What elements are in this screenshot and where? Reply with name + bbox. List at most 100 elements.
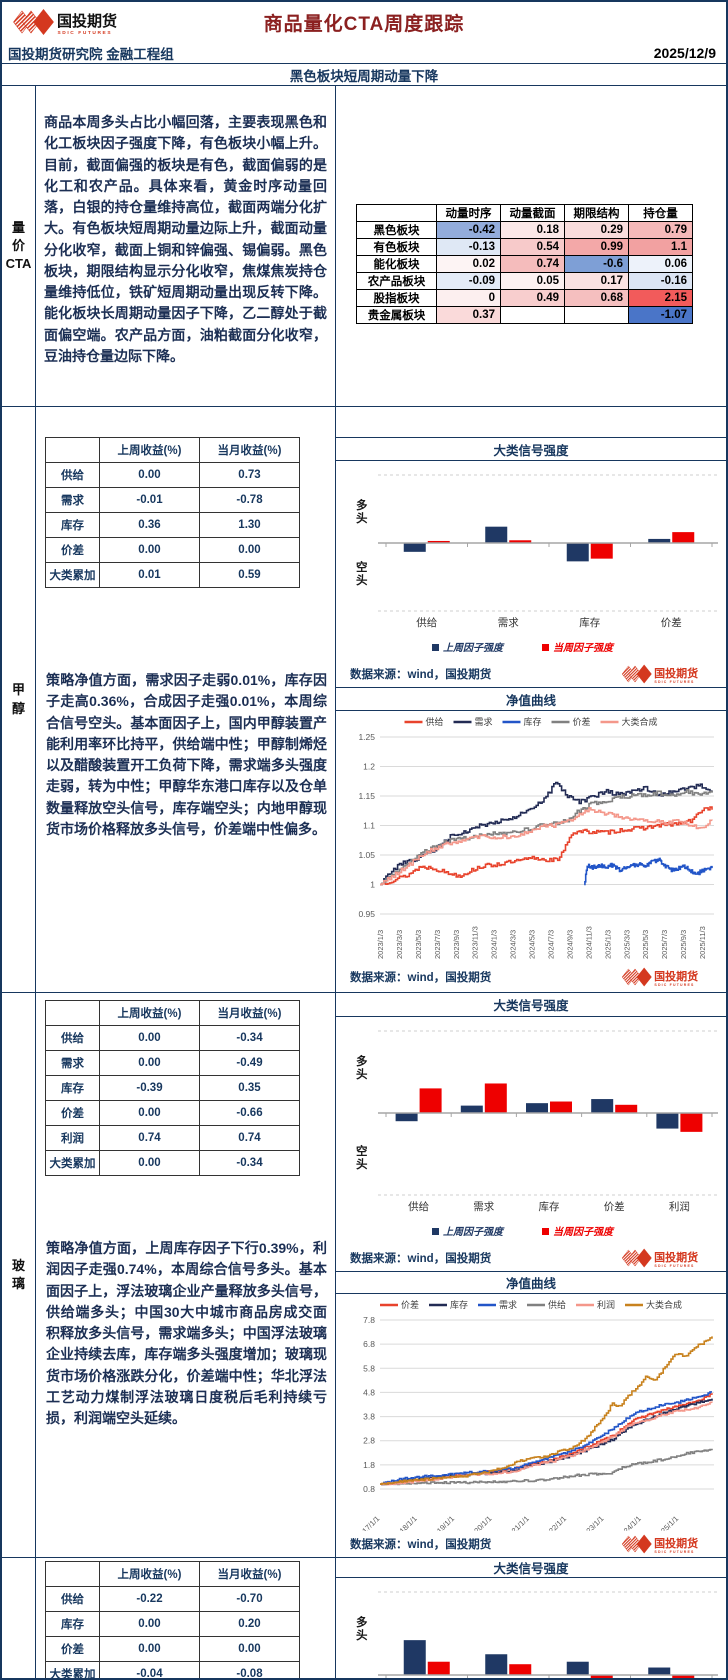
- svg-text:SDIC FUTURES: SDIC FUTURES: [654, 1263, 694, 1267]
- return-value: 0.00: [99, 1100, 200, 1126]
- factor-column-header: 动量截面: [500, 204, 565, 222]
- category-label: 价差: [661, 616, 682, 629]
- brand-logo: 国投期货 SDIC FUTURES: [12, 7, 140, 37]
- returns-row: 利润 0.74 0.74: [45, 1125, 300, 1151]
- signal-bar: [590, 543, 613, 559]
- factor-value-cell: [500, 306, 565, 324]
- return-value: -0.08: [199, 1661, 300, 1678]
- legend-label: 上周因子强度: [443, 642, 505, 654]
- factor-value-cell: 0.74: [500, 255, 565, 273]
- brand-logo: 国投期货 SDIC FUTURES: [620, 663, 716, 685]
- return-value: -0.34: [199, 1025, 300, 1051]
- factor-row: 能化板块 0.02 0.74 -0.6 0.06: [356, 255, 693, 273]
- factor-name: 需求: [45, 487, 100, 513]
- factor-value-cell: 0.68: [564, 289, 629, 307]
- x-tick-label: 2022/1/1: [541, 1514, 568, 1531]
- return-value: -0.66: [199, 1100, 300, 1126]
- x-tick-label: 2019/1/1: [429, 1514, 456, 1531]
- factor-value-cell: 0.37: [436, 306, 501, 324]
- commentary-methanol: 策略净值方面，需求因子走弱0.01%，库存因子走高0.36%，合成因子走强0.0…: [46, 672, 327, 837]
- commentary-glass: 策略净值方面，上周库存因子下行0.39%，利润因子走强0.74%，本周综合信号多…: [46, 1240, 327, 1427]
- factor-row: 有色板块 -0.13 0.54 0.99 1.1: [356, 238, 693, 256]
- series-line: [380, 1449, 713, 1486]
- signal-strength-chart: 多头空头上周因子强度当周因子强度: [356, 1591, 718, 1678]
- section-label-char: 甲: [11, 682, 25, 698]
- factor-column-header: 动量时序: [436, 204, 501, 222]
- section-label-char: 玻: [11, 1257, 25, 1273]
- return-value: 0.74: [199, 1125, 300, 1151]
- legend-label: 上周因子强度: [443, 1226, 505, 1238]
- y-tick-label: 0.95: [358, 909, 375, 919]
- x-tick-label: 2024/3/3: [509, 930, 518, 959]
- returns-row: 库存 -0.39 0.35: [45, 1075, 300, 1101]
- factor-value-cell: 0.06: [628, 255, 693, 273]
- return-value: 0.20: [199, 1611, 300, 1637]
- chart-title: 大类信号强度: [336, 1558, 726, 1578]
- factor-name: 库存: [45, 1075, 100, 1101]
- return-value: 0.74: [99, 1125, 200, 1151]
- section-label-char: 量: [11, 219, 25, 235]
- legend-label: 价差: [573, 716, 591, 727]
- section-label-cta: 量价 CTA: [2, 86, 36, 406]
- return-value: -0.39: [99, 1075, 200, 1101]
- svg-text:国投期货: 国投期货: [654, 969, 698, 983]
- factor-name: 价差: [45, 1100, 100, 1126]
- legend-label: 库存: [524, 716, 542, 727]
- section-cta: 量价 CTA 商品本周多头占比小幅回落，主要表现黑色和化工板块因子强度下降，有色板…: [2, 86, 726, 407]
- returns-column-header: 当月收益(%): [199, 1561, 300, 1587]
- signal-bar: [648, 538, 671, 543]
- return-value: -0.70: [199, 1586, 300, 1612]
- svg-text:SDIC FUTURES: SDIC FUTURES: [654, 983, 694, 987]
- returns-column-header: 当月收益(%): [199, 1000, 300, 1026]
- svg-text:国投期货: 国投期货: [654, 1536, 698, 1550]
- factor-strength-table: 动量时序 动量截面 期限结构 持仓量 黑色板块 -0.42 0.18 0.29 0.79 有色板块…: [356, 204, 693, 324]
- returns-row: 大类累加 0.01 0.59: [45, 562, 300, 588]
- signal-bar: [591, 1098, 614, 1113]
- signal-bar: [460, 1105, 483, 1113]
- source-row: 数据来源：wind，国投期货 国投期货 SDIC FUTURES: [336, 661, 726, 687]
- methanol-right-panel: 大类信号强度 多头 空头 供给 需求 库存 价差 上周因子强度 当周因子强度 数据来源：win…: [336, 407, 726, 992]
- series-line: [380, 1401, 713, 1486]
- methanol-returns-table-holder: 上周收益(%) 当月收益(%) 供给 0.00 0.73 需求 -0.01 -0.78 库存 0.…: [36, 437, 335, 588]
- factor-column-header: 持仓量: [628, 204, 693, 222]
- y-tick-label: 0.8: [363, 1484, 375, 1494]
- series-line: [380, 789, 713, 886]
- factor-value-cell: -0.16: [628, 272, 693, 290]
- factor-name: 利润: [45, 1125, 100, 1151]
- y-tick-label: 1: [370, 880, 375, 890]
- x-tick-label: 2017/1/1: [354, 1514, 381, 1531]
- legend-label: 需求: [475, 716, 493, 727]
- factor-name: 供给: [45, 462, 100, 488]
- y-tick-label: 1.1: [363, 821, 375, 831]
- returns-row: 供给 0.00 0.73: [45, 462, 300, 488]
- x-tick-label: 2018/1/1: [392, 1514, 419, 1531]
- y-tick-label: 1.8: [363, 1460, 375, 1470]
- section-glass: 玻璃 上周收益(%) 当月收益(%) 供给 0.00 -0.34 需求 0.00 -0.49 库…: [2, 993, 726, 1558]
- legend-label: 当周因子强度: [553, 642, 615, 654]
- axis-direction-label: 多头: [356, 498, 368, 525]
- glass-returns-table-holder: 上周收益(%) 当月收益(%) 供给 0.00 -0.34 需求 0.00 -0.49 库存 -0…: [36, 1000, 335, 1176]
- x-tick-label: 2023/5/3: [414, 930, 423, 959]
- chart-title: 大类信号强度: [336, 437, 726, 461]
- svg-text:SDIC FUTURES: SDIC FUTURES: [58, 30, 113, 36]
- signal-bar: [395, 1112, 418, 1121]
- category-label: 利润: [669, 1200, 690, 1213]
- signal-bar: [485, 526, 508, 543]
- y-tick-label: 1.05: [358, 850, 375, 860]
- signal-bar: [509, 540, 532, 543]
- return-value: 0.00: [99, 1150, 200, 1176]
- factor-name: 供给: [45, 1025, 100, 1051]
- y-tick-label: 5.8: [363, 1364, 375, 1374]
- return-value: 0.00: [99, 1636, 200, 1662]
- x-tick-label: 2025/7/3: [660, 930, 669, 959]
- methanol-nav-chart-holder: 0.95 1 1.05 1.1 1.15 1.2 1.25 供给 需求 库存 价差 大类合成 2023/…: [336, 711, 726, 964]
- section-methanol: 甲醇 上周收益(%) 当月收益(%) 供给 0.00 0.73 需求 -0.01 -0.78 库…: [2, 407, 726, 993]
- return-value: 0.35: [199, 1075, 300, 1101]
- factor-value-cell: 0.99: [564, 238, 629, 256]
- svg-text:SDIC FUTURES: SDIC FUTURES: [654, 680, 694, 684]
- section-label-char: 醇: [11, 700, 25, 716]
- x-tick-label: 2023/1/3: [376, 930, 385, 959]
- svg-text:国投期货: 国投期货: [57, 12, 117, 30]
- y-tick-label: 7.8: [363, 1315, 375, 1325]
